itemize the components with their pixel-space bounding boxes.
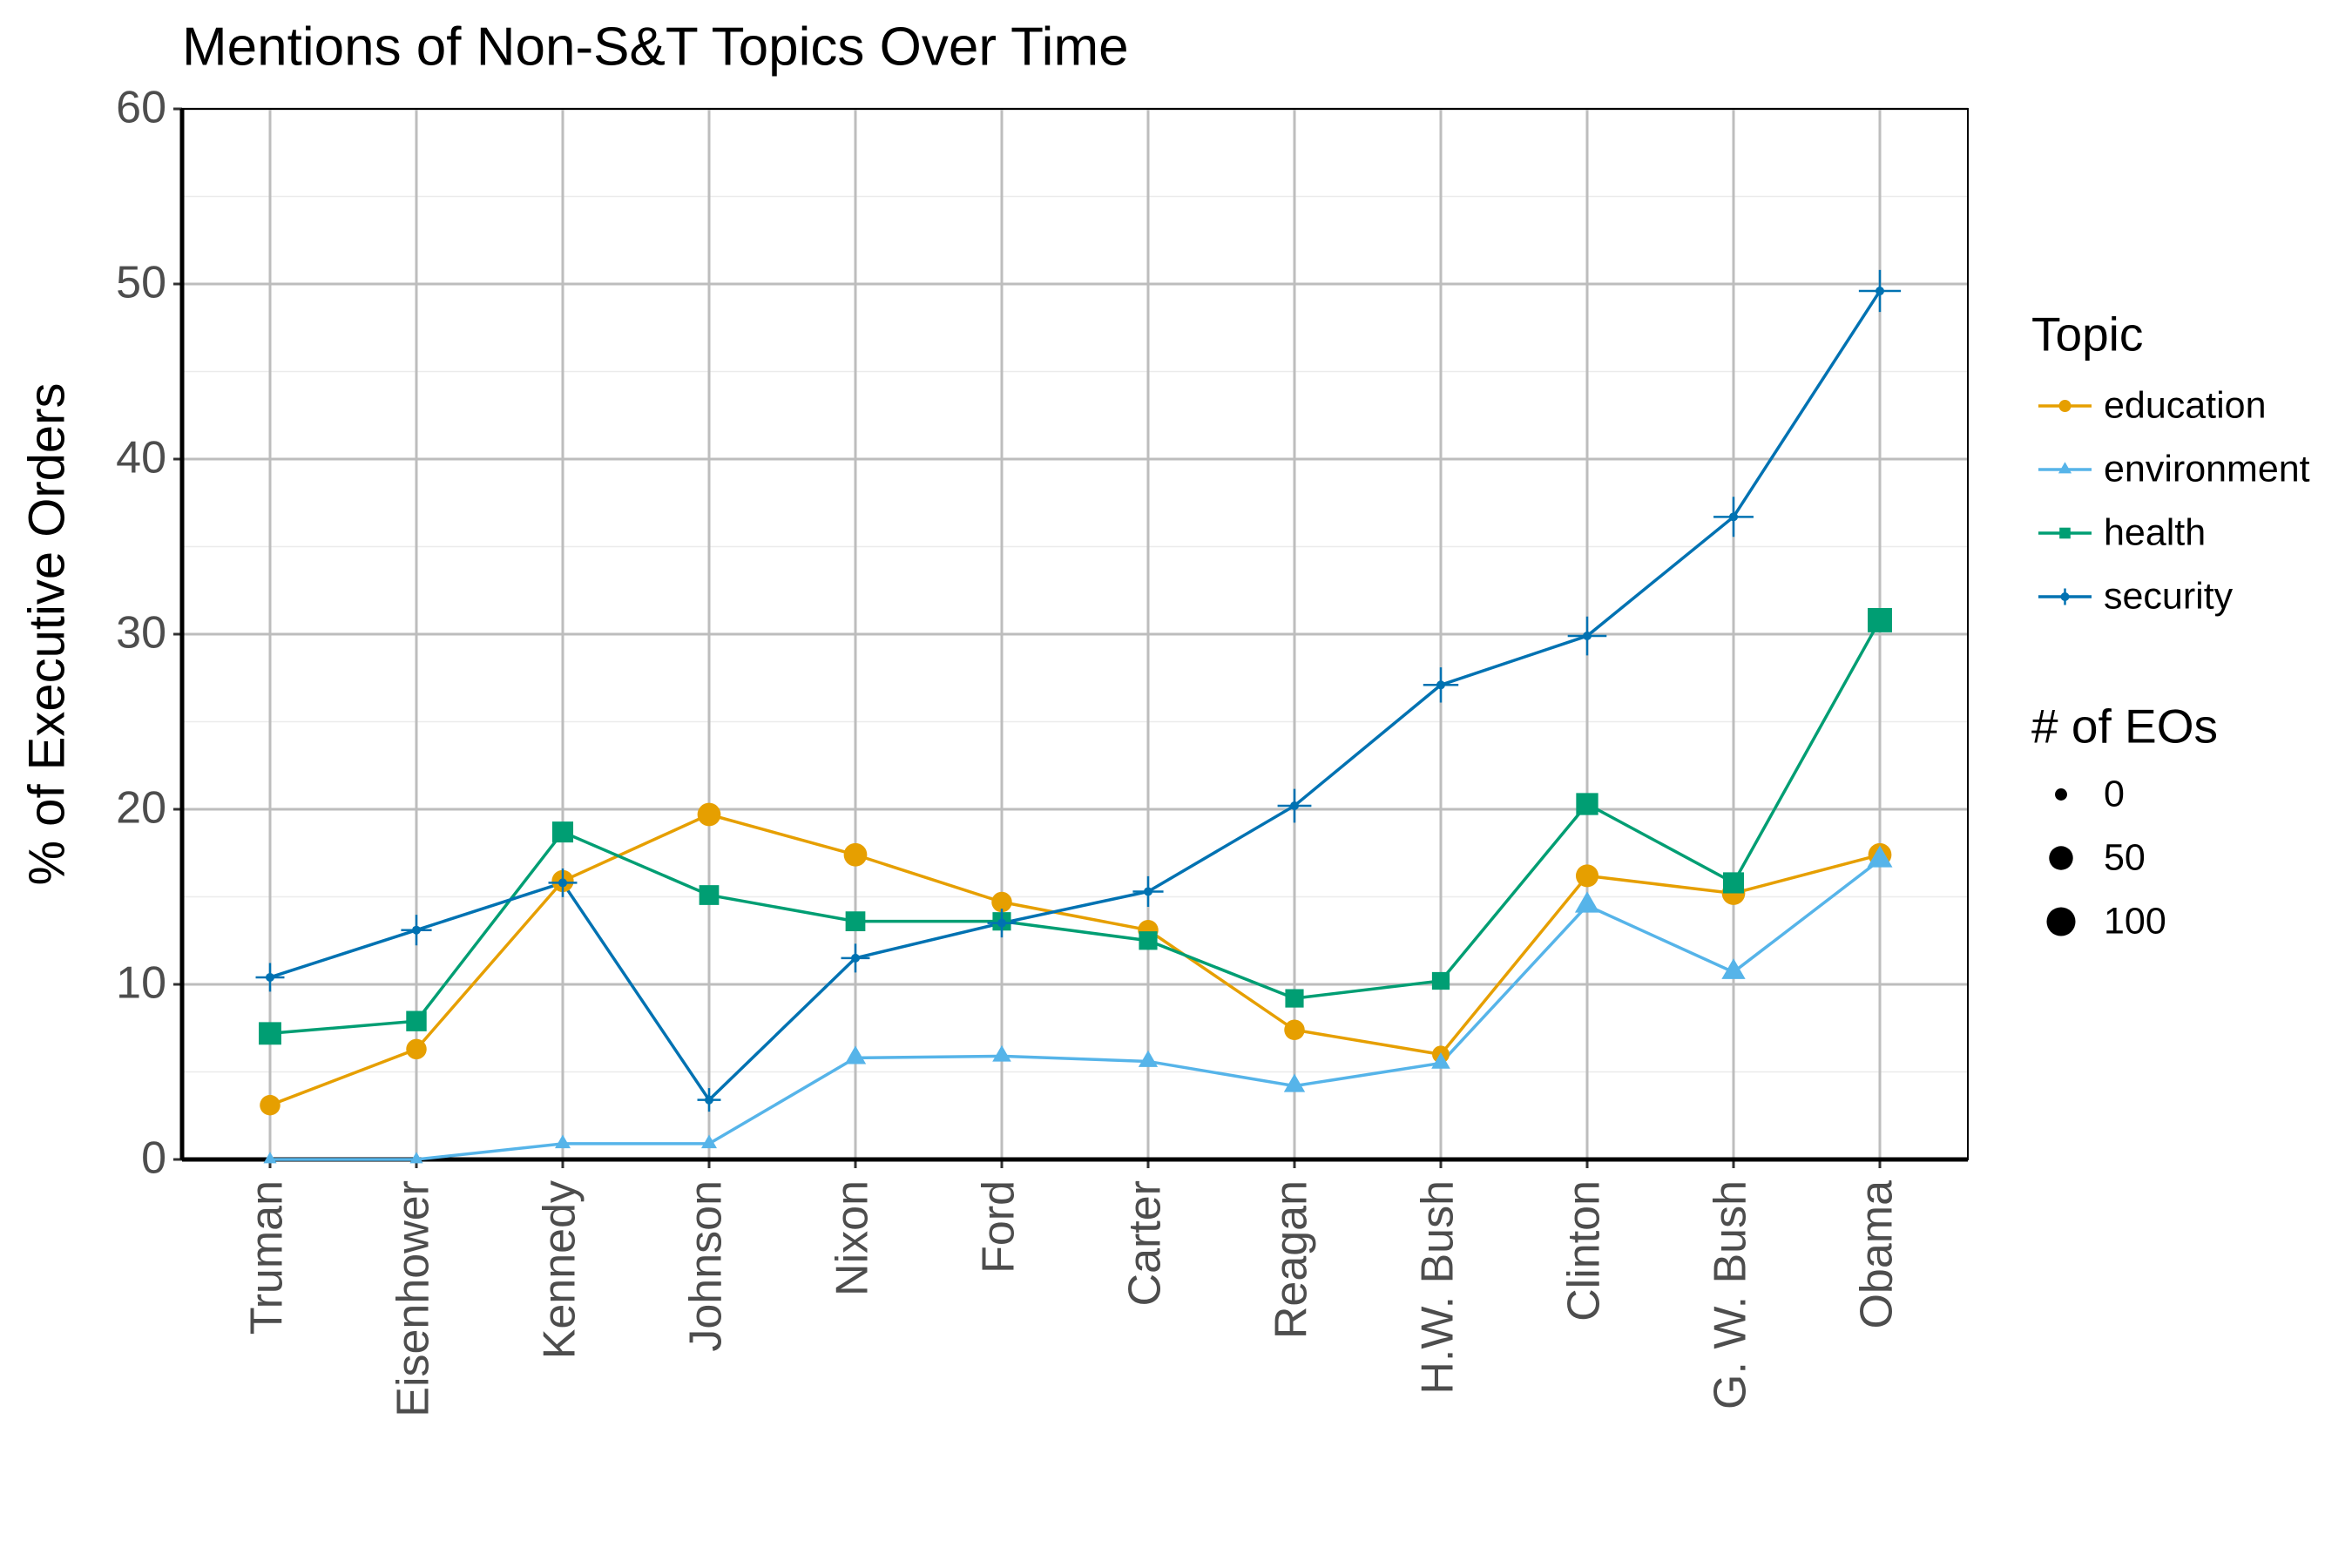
- data-point-dot: [997, 918, 1006, 928]
- data-point: [263, 1152, 277, 1164]
- chart-title: Mentions of Non-S&T Topics Over Time: [182, 17, 1129, 77]
- data-point: [701, 1134, 717, 1149]
- data-point-dot: [1876, 287, 1884, 296]
- legend-label: education: [2104, 384, 2267, 426]
- data-point: [1139, 931, 1158, 950]
- y-tick-label: 40: [116, 433, 166, 483]
- x-tick-label: Ford: [974, 1180, 1024, 1274]
- data-point: [1867, 845, 1893, 868]
- data-point: [1721, 958, 1746, 979]
- y-tick-label: 0: [141, 1133, 166, 1184]
- legend-title: Topic: [2031, 308, 2143, 362]
- x-tick-label: Nixon: [828, 1180, 878, 1296]
- data-point: [555, 1134, 571, 1149]
- data-point-dot: [1729, 512, 1738, 522]
- data-point: [991, 891, 1012, 913]
- y-tick-label: 30: [116, 608, 166, 659]
- data-point-dot: [1144, 887, 1152, 896]
- data-point: [699, 885, 720, 905]
- y-tick-label: 20: [116, 783, 166, 834]
- legend-label: environment: [2104, 448, 2310, 490]
- data-point: [844, 1045, 867, 1064]
- x-tick-label: Obama: [1852, 1180, 1903, 1329]
- data-point: [406, 1010, 427, 1031]
- data-point-dot: [266, 972, 274, 982]
- data-point: [1431, 1051, 1450, 1069]
- size-legend-label: 0: [2104, 773, 2125, 814]
- data-point: [1722, 872, 1745, 894]
- data-point: [1575, 864, 1599, 888]
- data-point-dot: [1436, 680, 1445, 690]
- size-legend-label: 50: [2104, 836, 2146, 878]
- legend-marker-dot: [2060, 592, 2070, 601]
- data-point: [845, 911, 866, 931]
- legend-marker: [2059, 527, 2071, 539]
- x-tick-label: Kennedy: [535, 1180, 585, 1359]
- data-point: [259, 1022, 281, 1045]
- data-point-dot: [851, 953, 860, 963]
- size-legend-title: # of EOs: [2031, 700, 2218, 754]
- data-point: [1283, 1073, 1306, 1092]
- size-legend-marker: [2055, 788, 2067, 801]
- size-legend-marker: [2049, 846, 2073, 870]
- data-point: [697, 802, 721, 827]
- data-point: [551, 821, 574, 843]
- series-line: [269, 619, 1882, 1036]
- y-tick-label: 50: [116, 258, 166, 308]
- data-point: [406, 1038, 427, 1060]
- y-tick-label: 60: [116, 83, 166, 133]
- x-tick-label: Reagan: [1267, 1180, 1317, 1339]
- series-line: [269, 813, 1881, 1107]
- series-line: [270, 858, 1882, 1161]
- data-point: [1576, 793, 1598, 815]
- x-tick-label: Carter: [1120, 1180, 1171, 1306]
- data-point: [1868, 607, 1892, 632]
- data-point: [409, 1152, 423, 1164]
- series-line: [269, 290, 1882, 1103]
- legend-label: health: [2104, 511, 2206, 553]
- data-point-dot: [412, 925, 421, 935]
- x-tick-label: Truman: [242, 1180, 293, 1335]
- data-point: [843, 842, 868, 867]
- x-tick-label: Clinton: [1559, 1180, 1610, 1321]
- data-point: [1285, 989, 1304, 1008]
- data-point: [992, 1044, 1011, 1062]
- size-legend-marker: [2046, 907, 2076, 936]
- data-point: [1431, 971, 1450, 990]
- data-point-dot: [1583, 632, 1592, 641]
- x-tick-label: G. W. Bush: [1706, 1180, 1756, 1409]
- x-tick-label: Eisenhower: [389, 1180, 439, 1417]
- legend-marker: [2058, 462, 2072, 474]
- data-point-dot: [705, 1095, 713, 1105]
- data-point: [1284, 1019, 1305, 1041]
- size-legend-label: 100: [2104, 900, 2166, 942]
- y-tick-label: 10: [116, 958, 166, 1009]
- data-point: [1138, 1050, 1159, 1067]
- x-tick-label: H.W. Bush: [1413, 1180, 1463, 1395]
- data-point: [260, 1094, 280, 1116]
- legend-label: security: [2104, 575, 2234, 617]
- legend-marker: [2058, 400, 2072, 413]
- y-axis-label: % of Executive Orders: [18, 383, 75, 886]
- data-point-dot: [1290, 801, 1299, 810]
- data-point-dot: [558, 878, 567, 888]
- x-tick-label: Johnson: [681, 1180, 732, 1352]
- data-point: [1574, 891, 1600, 913]
